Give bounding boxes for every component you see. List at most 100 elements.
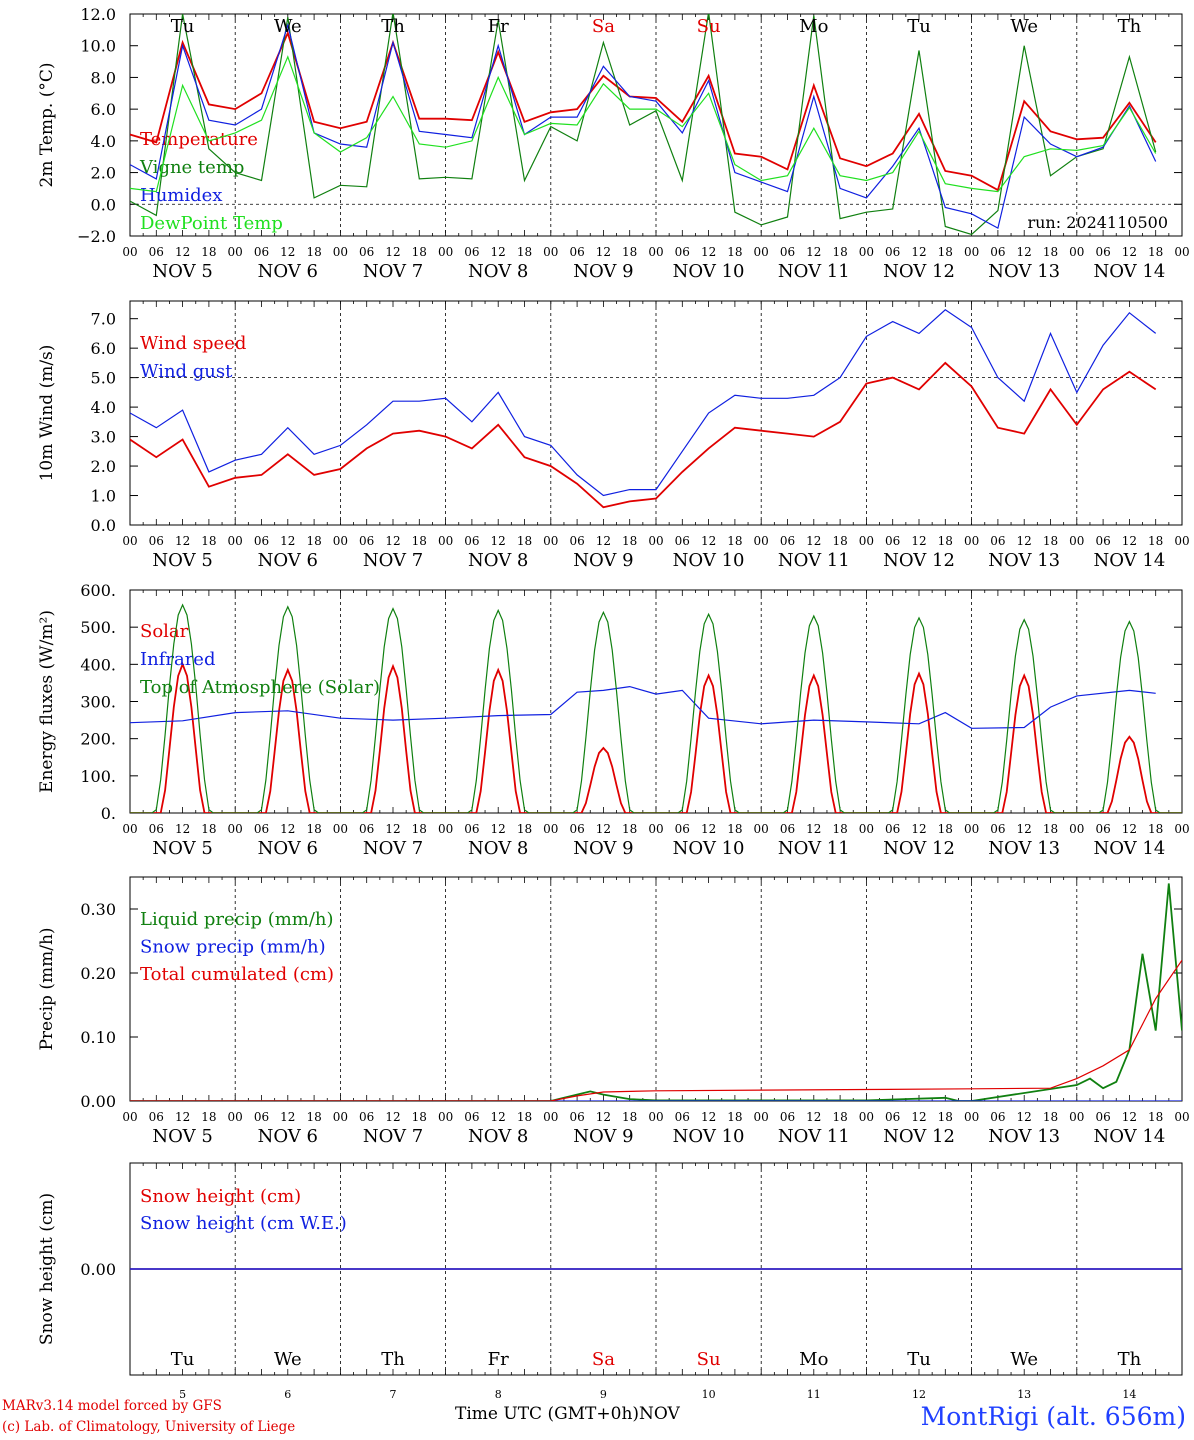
- panel4-hour-tick-label: 06: [780, 1110, 795, 1124]
- panel2-date-label: NOV 6: [258, 550, 318, 571]
- panel3-y-tick-label: 500.: [80, 618, 116, 637]
- panel4-date-label: NOV 13: [988, 1126, 1060, 1147]
- panel1-y-tick-label: 12.0: [80, 5, 116, 24]
- panel1-hour-tick-label: 12: [1122, 245, 1137, 259]
- bottom-date-number: 11: [807, 1388, 821, 1401]
- panel3-hour-tick-label: 06: [569, 822, 584, 836]
- panel3-hour-tick-label: 00: [648, 822, 663, 836]
- panel2-y-tick-label: 6.0: [91, 339, 116, 358]
- panel2-legend-entry-1: Wind speed: [140, 333, 246, 354]
- panel4-hour-tick-label: 00: [754, 1110, 769, 1124]
- panel3-hour-tick-label: 06: [780, 822, 795, 836]
- panel3-legend-entry-1: Solar: [140, 621, 189, 642]
- panel4-date-label: NOV 7: [363, 1126, 423, 1147]
- panel3-hour-tick-label: 06: [359, 822, 374, 836]
- panel4-hour-tick-label: 12: [911, 1110, 926, 1124]
- panel3-y-axis-label: Energy fluxes (W/m²): [37, 610, 57, 793]
- panel2-hour-tick-label: 06: [885, 534, 900, 548]
- top-day-label: Th: [381, 16, 405, 37]
- panel4-hour-tick-label: 18: [306, 1110, 321, 1124]
- panel2-hour-tick-label: 18: [622, 534, 637, 548]
- panel1-date-label: NOV 5: [152, 261, 212, 282]
- panel1-hour-tick-label: 00: [964, 245, 979, 259]
- panel3-hour-tick-label: 12: [491, 822, 506, 836]
- panel4-legend-entry-3: Total cumulated (cm): [140, 964, 334, 985]
- panel2-hour-tick-label: 00: [543, 534, 558, 548]
- panel1-hour-tick-label: 00: [859, 245, 874, 259]
- panel4-hour-tick-label: 06: [1095, 1110, 1110, 1124]
- panel3-hour-tick-label: 18: [622, 822, 637, 836]
- panel3-hour-tick-label: 18: [832, 822, 847, 836]
- panel3-date-label: NOV 9: [573, 838, 633, 859]
- bottom-day-label: We: [1010, 1349, 1038, 1370]
- panel3-hour-tick-label: 06: [885, 822, 900, 836]
- panel3-hour-tick-label: 06: [675, 822, 690, 836]
- panel3-hour-tick-label: 06: [149, 822, 164, 836]
- panel1-hour-tick-label: 06: [780, 245, 795, 259]
- panel4-series-line-3: [130, 959, 1182, 1101]
- panel4-hour-tick-label: 00: [122, 1110, 137, 1124]
- panel2-hour-tick-label: 12: [1122, 534, 1137, 548]
- panel3-y-tick-label: 200.: [80, 730, 116, 749]
- panel2-hour-tick-label: 00: [964, 534, 979, 548]
- x-axis-label: Time UTC (GMT+0h): [455, 1404, 640, 1424]
- panel3-legend-entry-3: Top of Atmosphere (Solar): [140, 677, 380, 698]
- panel1-hour-tick-label: 06: [675, 245, 690, 259]
- panel3-hour-tick-label: 00: [543, 822, 558, 836]
- panel3-date-label: NOV 6: [258, 838, 318, 859]
- panel2-y-tick-label: 4.0: [91, 398, 116, 417]
- panel1-hour-tick-label: 00: [1174, 245, 1189, 259]
- panel1-hour-tick-label: 18: [517, 245, 532, 259]
- panel1-hour-tick-label: 18: [306, 245, 321, 259]
- panel2-hour-tick-label: 18: [412, 534, 427, 548]
- panel3-date-label: NOV 14: [1093, 838, 1165, 859]
- panel4-legend-entry-1: Liquid precip (mm/h): [140, 909, 334, 930]
- panel4-hour-tick-label: 06: [569, 1110, 584, 1124]
- panel2-y-tick-label: 2.0: [91, 457, 116, 476]
- panel1-hour-tick-label: 12: [385, 245, 400, 259]
- bottom-day-label: Tu: [171, 1349, 195, 1370]
- panel3-series-line-1: [130, 661, 1182, 813]
- panel1-y-tick-label: 2.0: [91, 164, 116, 183]
- panel2-date-label: NOV 7: [363, 550, 423, 571]
- top-day-label: Tu: [171, 16, 195, 37]
- panel4-legend-entry-2: Snow precip (mm/h): [140, 937, 326, 958]
- panel3-hour-tick-label: 12: [701, 822, 716, 836]
- panel3-hour-tick-label: 00: [228, 822, 243, 836]
- panel2-date-label: NOV 13: [988, 550, 1060, 571]
- bottom-day-label: Tu: [907, 1349, 931, 1370]
- panel4-hour-tick-label: 18: [412, 1110, 427, 1124]
- panel3-hour-tick-label: 00: [122, 822, 137, 836]
- panel4-hour-tick-label: 18: [517, 1110, 532, 1124]
- panel3-hour-tick-label: 12: [806, 822, 821, 836]
- panel2-series-line-2: [130, 309, 1157, 497]
- panel2-hour-tick-label: 06: [569, 534, 584, 548]
- bottom-date-number: 14: [1122, 1388, 1136, 1401]
- bottom-day-label: Su: [697, 1349, 721, 1370]
- top-day-label: Mo: [799, 16, 828, 37]
- panel1-hour-tick-label: 18: [622, 245, 637, 259]
- panel3-hour-tick-label: 18: [412, 822, 427, 836]
- panel4-hour-tick-label: 00: [648, 1110, 663, 1124]
- panel2-hour-tick-label: 00: [438, 534, 453, 548]
- panel2-date-label: NOV 5: [152, 550, 212, 571]
- panel3-hour-tick-label: 18: [1148, 822, 1163, 836]
- panel4-hour-tick-label: 12: [701, 1110, 716, 1124]
- panel4-hour-tick-label: 06: [885, 1110, 900, 1124]
- panel4-hour-tick-label: 12: [491, 1110, 506, 1124]
- panel1-date-label: NOV 14: [1093, 261, 1165, 282]
- panel1-legend-entry-3: Humidex: [140, 185, 222, 206]
- panel1-hour-tick-label: 18: [727, 245, 742, 259]
- panel1-hour-tick-label: 12: [806, 245, 821, 259]
- panel1-y-tick-label: 10.0: [80, 37, 116, 56]
- station-name: MontRigi (alt. 656m): [920, 1402, 1186, 1431]
- panel1-date-label: NOV 8: [468, 261, 528, 282]
- panel3-date-label: NOV 8: [468, 838, 528, 859]
- panel1-run-annotation: run: 2024110500: [1027, 213, 1168, 232]
- bottom-date-number: 8: [495, 1388, 502, 1401]
- panel3-date-label: NOV 5: [152, 838, 212, 859]
- panel2-hour-tick-label: 06: [780, 534, 795, 548]
- panel2-hour-tick-label: 06: [464, 534, 479, 548]
- panel3-y-tick-label: 600.: [80, 581, 116, 600]
